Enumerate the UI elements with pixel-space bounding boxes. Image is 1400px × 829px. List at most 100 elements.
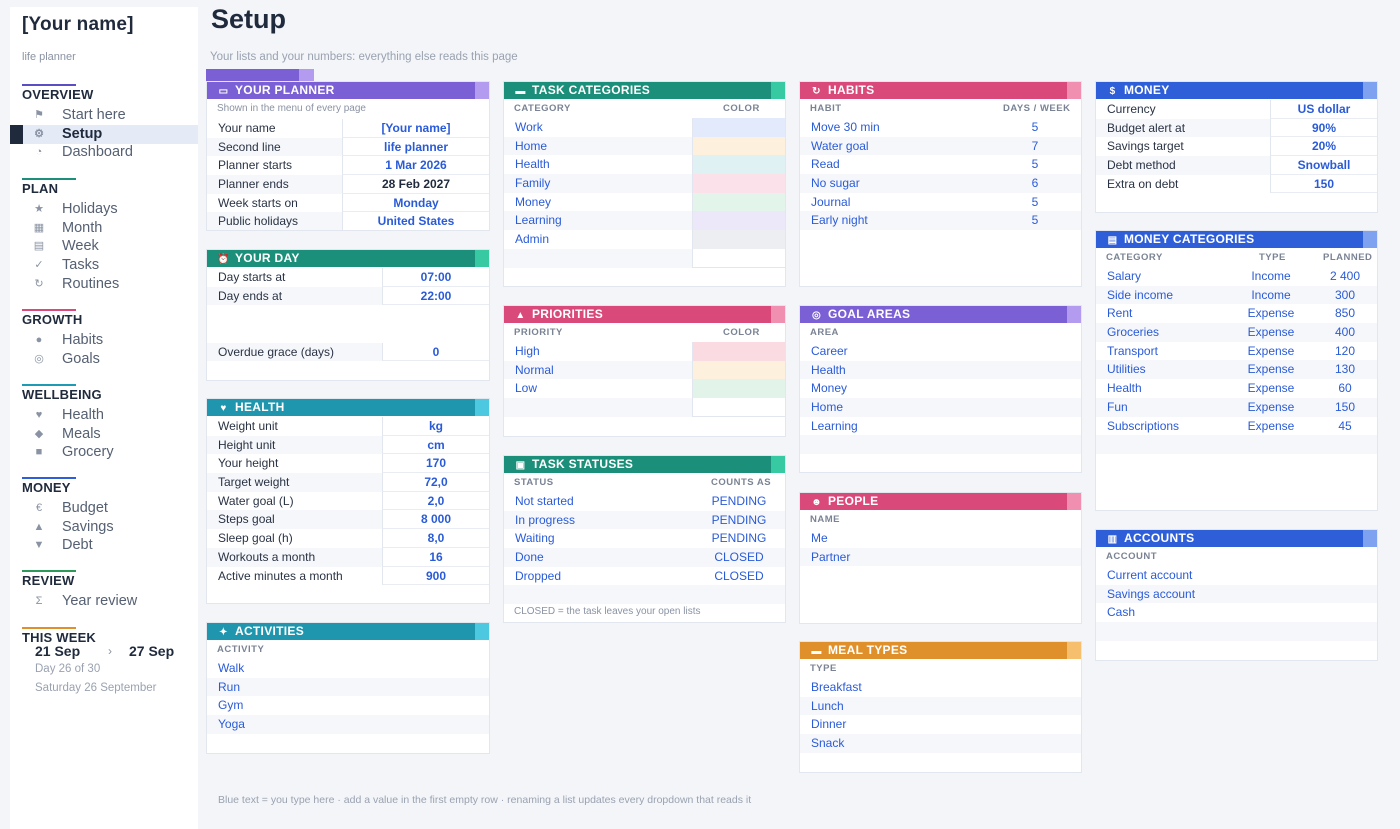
list-item[interactable]: High	[504, 342, 785, 361]
list-item[interactable]: Gym	[207, 696, 489, 715]
list-item[interactable]: Cash	[1096, 603, 1377, 622]
setting-value-input[interactable]: United States	[342, 212, 489, 230]
list-item[interactable]: Transport Expense 120	[1096, 342, 1377, 361]
list-item[interactable]: Lunch	[800, 696, 1081, 716]
nav-item-month[interactable]: ▦ Month	[10, 219, 198, 238]
list-item[interactable]: Health	[800, 360, 1081, 380]
nav-item-meals[interactable]: ◆ Meals	[10, 425, 198, 444]
empty-row[interactable]	[1096, 454, 1377, 473]
list-item[interactable]: Health	[504, 155, 785, 175]
nav-item-dashboard[interactable]: ◔ Dashboard	[10, 143, 198, 162]
color-swatch[interactable]	[692, 155, 785, 175]
color-swatch[interactable]	[692, 230, 785, 249]
list-item[interactable]: Utilities Expense 130	[1096, 360, 1377, 380]
list-item[interactable]: Family	[504, 174, 785, 193]
list-item[interactable]: Health Expense 60	[1096, 379, 1377, 398]
list-item[interactable]: In progress PENDING	[504, 510, 785, 530]
empty-row[interactable]	[800, 230, 1081, 249]
list-item[interactable]: Breakfast	[800, 678, 1081, 697]
list-item[interactable]: Done CLOSED	[504, 548, 785, 567]
nav-item-goals[interactable]: ◎ Goals	[10, 350, 198, 369]
list-item[interactable]: Partner	[800, 547, 1081, 567]
setting-value-input[interactable]: [Your name]	[342, 119, 489, 138]
list-item[interactable]: Walk	[207, 659, 489, 678]
list-item[interactable]: Subscriptions Expense 45	[1096, 417, 1377, 436]
nav-item-habits[interactable]: ● Habits	[10, 331, 198, 350]
setting-value-input[interactable]: 20%	[1270, 137, 1377, 157]
list-item[interactable]: Salary Income 2 400	[1096, 267, 1377, 286]
empty-row[interactable]	[1096, 622, 1377, 641]
setting-value-input[interactable]: 07:00	[382, 268, 489, 287]
nav-item-health[interactable]: ♥ Health	[10, 406, 198, 425]
setting-value-input[interactable]: US dollar	[1270, 100, 1377, 119]
color-swatch[interactable]	[692, 248, 785, 268]
empty-row[interactable]	[800, 566, 1081, 585]
color-swatch[interactable]	[692, 136, 785, 156]
nav-item-tasks[interactable]: ✓ Tasks	[10, 256, 198, 275]
nav-item-start-here[interactable]: ⚑ Start here	[10, 106, 198, 125]
nav-item-savings[interactable]: ▲ Savings	[10, 518, 198, 537]
list-item[interactable]: Water goal 7	[800, 136, 1081, 156]
color-swatch[interactable]	[692, 192, 785, 212]
setting-value-input[interactable]: 16	[382, 547, 489, 567]
list-item[interactable]: Learning	[504, 211, 785, 231]
list-item[interactable]: Dinner	[800, 715, 1081, 734]
empty-row[interactable]	[1096, 435, 1377, 454]
setting-value-input[interactable]: 72,0	[382, 473, 489, 492]
list-item[interactable]: Career	[800, 342, 1081, 361]
setting-value-input[interactable]: 170	[382, 454, 489, 474]
list-item[interactable]: Not started PENDING	[504, 492, 785, 511]
color-swatch[interactable]	[692, 174, 785, 193]
nav-item-holidays[interactable]: ★ Holidays	[10, 200, 198, 219]
color-swatch[interactable]	[692, 118, 785, 137]
color-swatch[interactable]	[692, 398, 785, 417]
color-swatch[interactable]	[692, 211, 785, 231]
empty-row[interactable]	[504, 248, 785, 268]
color-swatch[interactable]	[692, 379, 785, 399]
list-item[interactable]: Journal 5	[800, 193, 1081, 212]
setting-value-input[interactable]: 0	[382, 342, 489, 362]
nav-item-debt[interactable]: ▼ Debt	[10, 536, 198, 555]
setting-value-input[interactable]: 900	[382, 566, 489, 586]
color-swatch[interactable]	[692, 342, 785, 361]
setting-value-input[interactable]: 28 Feb 2027	[342, 175, 489, 194]
list-item[interactable]: Run	[207, 677, 489, 697]
list-item[interactable]: Admin	[504, 230, 785, 249]
setting-value-input[interactable]: 22:00	[382, 286, 489, 306]
setting-value-input[interactable]: Monday	[342, 193, 489, 213]
setting-value-input[interactable]: 8 000	[382, 510, 489, 530]
list-item[interactable]: Learning	[800, 417, 1081, 436]
list-item[interactable]: No sugar 6	[800, 174, 1081, 193]
color-swatch[interactable]	[692, 360, 785, 380]
list-item[interactable]: Home	[800, 398, 1081, 417]
list-item[interactable]: Dropped CLOSED	[504, 567, 785, 586]
setting-value-input[interactable]: Snowball	[1270, 156, 1377, 175]
list-item[interactable]: Me	[800, 529, 1081, 548]
list-item[interactable]: Current account	[1096, 566, 1377, 585]
list-item[interactable]: Fun Expense 150	[1096, 397, 1377, 417]
nav-item-setup[interactable]: ⚙ Setup	[10, 124, 198, 144]
setting-value-input[interactable]: 2,0	[382, 491, 489, 511]
empty-row[interactable]	[800, 435, 1081, 455]
list-item[interactable]: Money	[800, 379, 1081, 398]
list-item[interactable]: Money	[504, 192, 785, 212]
list-item[interactable]: Snack	[800, 734, 1081, 753]
setting-value-input[interactable]: kg	[382, 417, 489, 436]
list-item[interactable]: Savings account	[1096, 584, 1377, 604]
list-item[interactable]: Work	[504, 118, 785, 137]
empty-row[interactable]	[504, 585, 785, 605]
setting-value-input[interactable]: 1 Mar 2026	[342, 156, 489, 176]
nav-item-budget[interactable]: € Budget	[10, 499, 198, 518]
list-item[interactable]: Read 5	[800, 155, 1081, 174]
list-item[interactable]: Waiting PENDING	[504, 529, 785, 548]
empty-row[interactable]	[504, 398, 785, 417]
list-item[interactable]: Low	[504, 379, 785, 399]
nav-item-grocery[interactable]: ■ Grocery	[10, 443, 198, 462]
setting-value-input[interactable]: life planner	[342, 137, 489, 157]
setting-value-input[interactable]: 8,0	[382, 529, 489, 548]
list-item[interactable]: Normal	[504, 360, 785, 380]
list-item[interactable]: Side income Income 300	[1096, 285, 1377, 305]
nav-item-routines[interactable]: ↻ Routines	[10, 275, 198, 294]
list-item[interactable]: Rent Expense 850	[1096, 304, 1377, 323]
setting-value-input[interactable]: 150	[1270, 174, 1377, 194]
